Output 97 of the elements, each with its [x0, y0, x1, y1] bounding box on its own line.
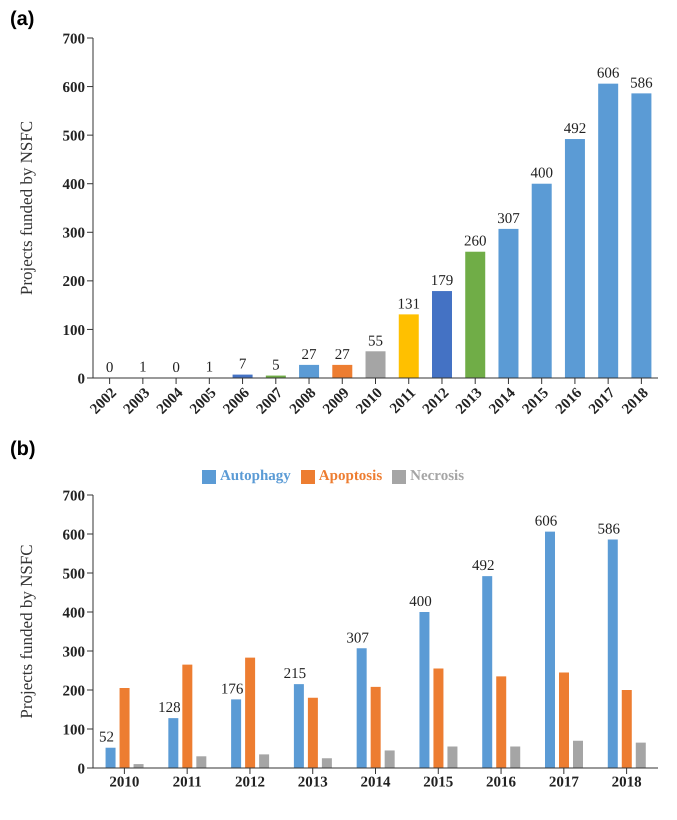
data-label: 179 — [430, 273, 454, 290]
data-label: 5 — [272, 358, 280, 374]
y-tick-label: 100 — [62, 322, 85, 339]
data-label: 307 — [497, 210, 520, 227]
bar — [134, 764, 144, 768]
y-tick-label: 700 — [62, 488, 85, 504]
bar — [366, 351, 386, 378]
bar — [168, 718, 178, 768]
bar — [433, 668, 444, 768]
data-label: 0 — [106, 360, 114, 376]
bar — [608, 539, 618, 768]
bar — [573, 740, 583, 768]
data-label: 606 — [534, 514, 558, 530]
bar — [498, 228, 518, 378]
y-tick-label: 300 — [62, 644, 85, 660]
x-tick-label: 2010 — [109, 774, 140, 791]
data-label: 307 — [346, 630, 370, 646]
y-axis-title: Projects funded by NSFC — [17, 120, 36, 296]
data-label: 55 — [368, 333, 384, 350]
bar — [308, 698, 318, 768]
bar — [482, 576, 492, 768]
y-tick-label: 500 — [62, 566, 85, 582]
data-label: 215 — [284, 666, 306, 682]
data-label: 1 — [206, 360, 214, 376]
bar — [294, 684, 304, 768]
data-label: 492 — [564, 121, 586, 138]
bar — [496, 676, 506, 768]
bar — [259, 754, 270, 768]
x-tick-label: 2015 — [423, 774, 454, 791]
data-label: 0 — [172, 360, 180, 376]
bar — [636, 742, 646, 768]
y-tick-label: 100 — [62, 722, 85, 738]
y-tick-label: 200 — [62, 683, 85, 700]
data-label: 27 — [302, 346, 318, 363]
x-tick-label: 2012 — [234, 774, 265, 791]
data-label: 1 — [139, 360, 147, 376]
x-tick-label: 2017 — [548, 774, 580, 791]
bar — [245, 658, 256, 768]
y-tick-label: 0 — [78, 371, 85, 388]
y-tick-label: 200 — [62, 274, 85, 290]
data-label: 400 — [409, 594, 432, 610]
y-tick-label: 0 — [78, 761, 85, 778]
data-label: 131 — [398, 296, 420, 312]
y-axis-title: Projects funded by NSFC — [17, 544, 36, 719]
x-tick-label: 2014 — [360, 774, 391, 791]
bar — [332, 364, 352, 378]
data-label: 492 — [472, 558, 494, 574]
bar — [432, 291, 452, 378]
x-tick-label: 2016 — [486, 774, 517, 791]
bar — [231, 699, 242, 768]
bar — [622, 690, 632, 768]
legend-label: Necrosis — [410, 468, 464, 484]
legend-label: Autophagy — [220, 468, 291, 484]
data-label: 606 — [596, 66, 620, 82]
bar — [370, 686, 381, 768]
bar — [322, 758, 332, 768]
data-label: 52 — [99, 730, 114, 746]
data-label: 586 — [598, 521, 621, 538]
y-tick-label: 400 — [62, 177, 85, 194]
bar — [356, 648, 367, 768]
bar — [510, 746, 520, 768]
bar — [182, 664, 192, 768]
data-label: 260 — [464, 234, 486, 250]
bar — [465, 252, 486, 378]
x-tick-label: 2011 — [387, 385, 420, 417]
bar — [398, 314, 419, 378]
y-tick-label: 500 — [62, 128, 85, 144]
x-tick-label: 2018 — [612, 774, 642, 791]
data-label: 586 — [630, 75, 654, 92]
x-tick-label: 2013 — [298, 774, 328, 791]
y-tick-label: 600 — [62, 80, 85, 96]
bar — [196, 756, 206, 768]
chart-title: (a) — [10, 8, 34, 31]
bar — [631, 93, 652, 378]
data-label: 27 — [334, 346, 350, 363]
bar — [384, 750, 395, 768]
bar — [447, 746, 458, 768]
x-tick-label: 2011 — [172, 774, 202, 791]
y-tick-label: 300 — [62, 226, 85, 242]
y-tick-label: 400 — [62, 605, 85, 622]
bar — [532, 184, 552, 378]
data-label: 400 — [530, 166, 553, 182]
bar — [120, 688, 130, 768]
bar — [299, 364, 320, 378]
bar — [419, 612, 430, 768]
bar — [598, 84, 618, 378]
bar — [564, 139, 585, 378]
data-label: 176 — [220, 681, 244, 698]
bar — [106, 748, 116, 768]
chart-title: (b) — [10, 438, 36, 461]
data-label: 7 — [238, 356, 247, 373]
y-tick-label: 700 — [62, 31, 85, 48]
bar — [545, 532, 555, 768]
data-label: 128 — [158, 700, 181, 716]
y-tick-label: 600 — [62, 527, 85, 544]
legend-label: Apoptosis — [318, 468, 382, 484]
bar — [559, 672, 569, 768]
